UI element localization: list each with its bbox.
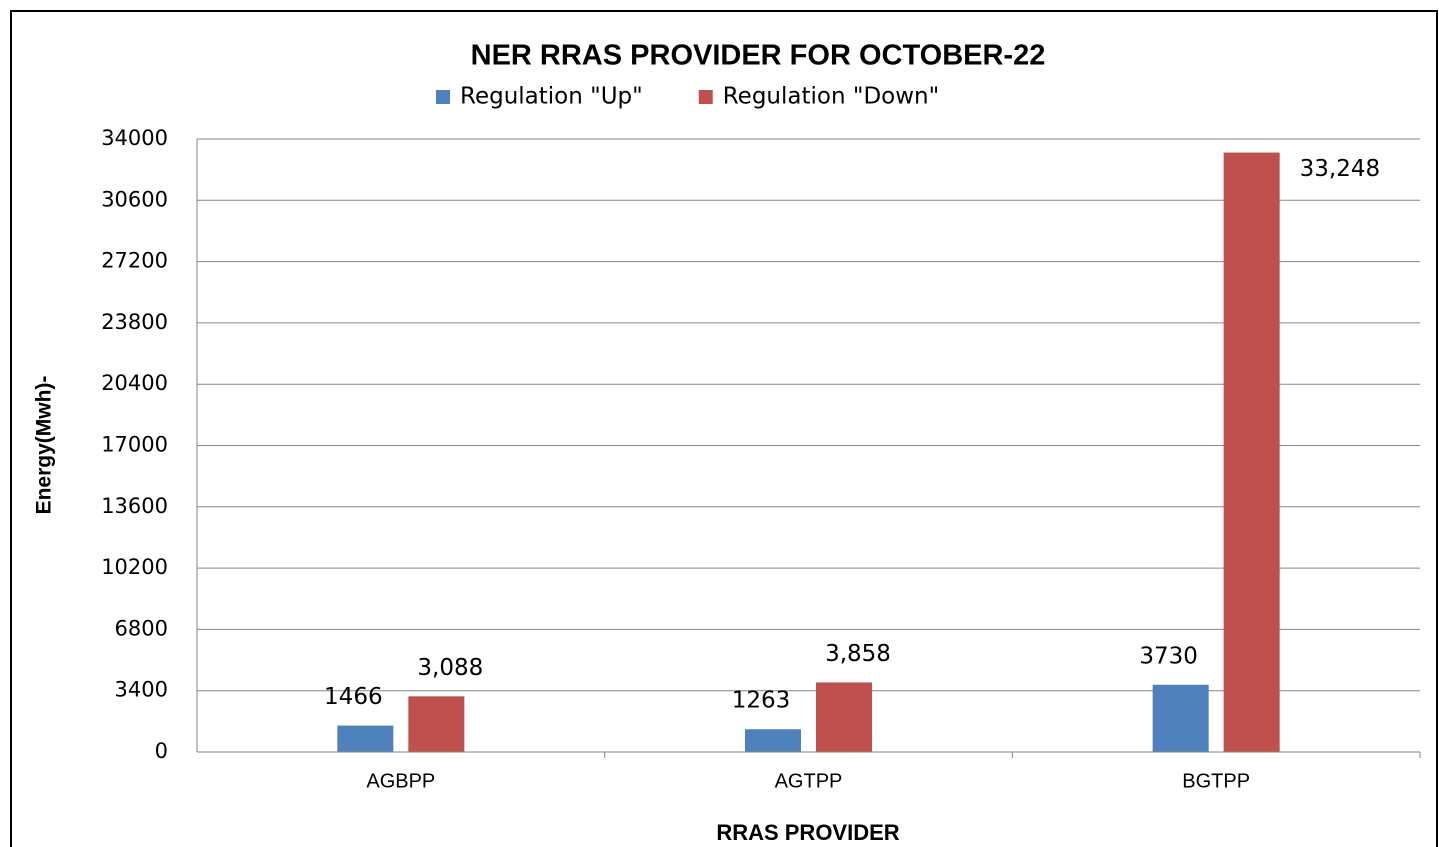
x-tick-label: AGBPP bbox=[366, 770, 435, 792]
y-tick-label: 20400 bbox=[101, 371, 168, 395]
y-tick-label: 6800 bbox=[115, 616, 168, 640]
legend-label: Regulation "Down" bbox=[723, 84, 939, 110]
bar bbox=[408, 696, 465, 752]
y-tick-label: 10200 bbox=[101, 555, 168, 579]
bar bbox=[1152, 684, 1209, 752]
x-tick-label: AGTPP bbox=[775, 770, 843, 792]
bar bbox=[337, 725, 394, 752]
y-axis-title: Energy(Mwh)- bbox=[33, 376, 56, 515]
y-tick-label: 30600 bbox=[101, 187, 168, 211]
legend-label: Regulation "Up" bbox=[460, 84, 643, 110]
frame bbox=[10, 10, 1438, 847]
legend-swatch bbox=[698, 90, 713, 104]
data-label: 1263 bbox=[732, 688, 791, 714]
bar bbox=[745, 729, 801, 752]
x-axis-title: RRAS PROVIDER bbox=[716, 820, 899, 845]
data-label: 3730 bbox=[1139, 643, 1198, 669]
y-tick-label: 27200 bbox=[101, 249, 168, 273]
y-tick-label: 34000 bbox=[101, 126, 168, 150]
y-tick-label: 17000 bbox=[101, 433, 168, 457]
y-tick-label: 0 bbox=[155, 739, 168, 763]
chart-title: NER RRAS PROVIDER FOR OCTOBER-22 bbox=[471, 40, 1046, 72]
legend-swatch bbox=[436, 90, 450, 104]
y-tick-label: 23800 bbox=[101, 310, 168, 334]
bar bbox=[1223, 152, 1280, 753]
data-label: 3,858 bbox=[825, 641, 891, 667]
data-label: 3,088 bbox=[417, 655, 483, 681]
bar bbox=[816, 682, 872, 752]
y-tick-label: 3400 bbox=[115, 678, 168, 702]
y-tick-label: 13600 bbox=[101, 494, 168, 518]
data-label: 1466 bbox=[324, 684, 383, 710]
x-tick-label: BGTPP bbox=[1182, 770, 1250, 792]
data-label: 33,248 bbox=[1300, 156, 1380, 182]
